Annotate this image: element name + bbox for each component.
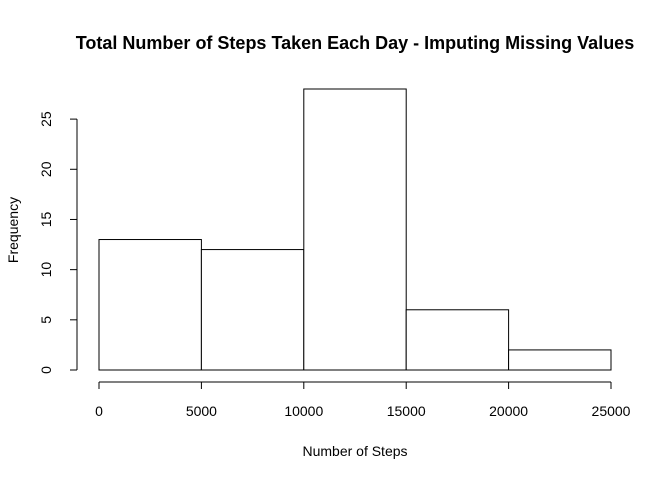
histogram-bar-1 (200, 249, 305, 371)
y-tick-label: 25 (38, 111, 54, 127)
histogram-bar-2 (303, 88, 407, 371)
chart-title: Total Number of Steps Taken Each Day - I… (76, 33, 634, 53)
histogram-bar-0 (98, 239, 202, 371)
x-tick-label: 10000 (284, 403, 323, 419)
x-tick-label: 25000 (592, 403, 631, 419)
y-axis-label: Frequency (5, 197, 21, 263)
x-tick-label: 20000 (489, 403, 528, 419)
y-tick-label: 15 (38, 211, 54, 227)
y-tick-label: 20 (38, 161, 54, 177)
x-tick-label: 5000 (186, 403, 217, 419)
x-tick-label: 0 (95, 403, 103, 419)
y-tick-label: 0 (38, 366, 54, 374)
x-axis-label: Number of Steps (302, 443, 407, 459)
x-axis: 0 5000 10000 15000 20000 25000 (95, 381, 631, 419)
y-tick-label: 5 (38, 316, 54, 324)
y-tick-label: 10 (38, 262, 54, 278)
bars-group (98, 88, 612, 371)
y-axis: 0 5 10 15 20 25 (38, 111, 78, 374)
histogram-bar-3 (405, 309, 510, 371)
x-tick-label: 15000 (387, 403, 426, 419)
histogram-bar-4 (508, 349, 612, 371)
